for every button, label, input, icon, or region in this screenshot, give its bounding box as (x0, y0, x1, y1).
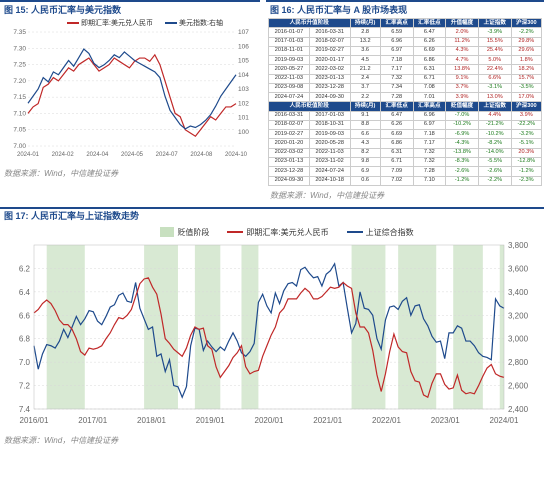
svg-text:7.10: 7.10 (13, 110, 26, 117)
svg-text:7.4: 7.4 (19, 405, 31, 414)
svg-text:104: 104 (238, 72, 249, 79)
legend17-red-swatch (227, 231, 243, 233)
svg-text:7.30: 7.30 (13, 45, 26, 52)
svg-text:2016/01: 2016/01 (20, 416, 49, 425)
panel15-source: 数据来源：Wind，中信建投证券 (0, 166, 260, 185)
panel17-title: 图 17: 人民币汇率与上证指数走势 (0, 207, 544, 223)
legend17-red: 即期汇率:美元兑人民币 (227, 227, 328, 238)
svg-text:106: 106 (238, 43, 249, 50)
svg-text:2024-10: 2024-10 (225, 152, 248, 158)
svg-text:2024-07: 2024-07 (156, 152, 179, 158)
svg-text:2024-08: 2024-08 (190, 152, 213, 158)
svg-text:7.05: 7.05 (13, 127, 26, 134)
svg-text:7.15: 7.15 (13, 94, 26, 101)
panel-fx-vs-ashare: 图 16: 人民币汇率与 A 股市场表现 人民币升值阶段持续(月)汇率高点汇率低… (266, 0, 544, 207)
svg-text:100: 100 (238, 129, 249, 136)
svg-text:2024-04: 2024-04 (86, 152, 109, 158)
svg-text:3,600: 3,600 (508, 264, 529, 273)
svg-text:3,200: 3,200 (508, 311, 529, 320)
legend17-blue: 上证综合指数 (347, 227, 414, 238)
legend17-blue-label: 上证综合指数 (366, 227, 414, 238)
legend17-band-label: 贬值阶段 (177, 227, 209, 238)
svg-text:2024-05: 2024-05 (121, 152, 144, 158)
svg-text:2024/01: 2024/01 (490, 416, 519, 425)
svg-text:2018/01: 2018/01 (137, 416, 166, 425)
svg-text:2024-02: 2024-02 (52, 152, 75, 158)
legend15-red: 即期汇率:美元兑人民币 (67, 18, 153, 28)
chart17: 贬值阶段 即期汇率:美元兑人民币 上证综合指数 6.2 6.4 6.6 6.8 7.0 7… (0, 223, 544, 433)
svg-text:102: 102 (238, 100, 249, 107)
legend15-blue: 美元指数:右轴 (165, 18, 223, 28)
svg-text:3,800: 3,800 (508, 241, 529, 250)
panel16-title-text: 图 16: 人民币汇率与 A 股市场表现 (270, 3, 407, 16)
svg-text:2,800: 2,800 (508, 358, 529, 367)
svg-text:7.35: 7.35 (13, 29, 26, 36)
panel17-title-text: 图 17: 人民币汇率与上证指数走势 (4, 209, 139, 222)
panel-fx-vs-sse: 图 17: 人民币汇率与上证指数走势 贬值阶段 即期汇率:美元兑人民币 上证综合… (0, 207, 544, 452)
svg-text:6.2: 6.2 (19, 264, 31, 273)
table16: 人民币升值阶段持续(月)汇率高点汇率低点升值幅度上证指数沪深3002016-01… (268, 18, 542, 186)
svg-text:7.00: 7.00 (13, 143, 26, 150)
svg-text:3,000: 3,000 (508, 334, 529, 343)
svg-text:3,400: 3,400 (508, 288, 529, 297)
panel15-title: 图 15: 人民币汇率与美元指数 (0, 0, 260, 16)
legend15-red-label: 即期汇率:美元兑人民币 (81, 18, 153, 28)
svg-text:6.4: 6.4 (19, 288, 31, 297)
svg-text:105: 105 (238, 58, 249, 65)
legend15-red-swatch (67, 22, 79, 24)
panel17-source: 数据来源：Wind，中信建投证券 (0, 433, 544, 452)
panel15-title-text: 图 15: 人民币汇率与美元指数 (4, 3, 121, 16)
panel-fx-vs-dxy: 图 15: 人民币汇率与美元指数 即期汇率:美元兑人民币 美元指数:右轴 7.0… (0, 0, 260, 207)
svg-text:107: 107 (238, 29, 249, 36)
svg-text:103: 103 (238, 86, 249, 93)
svg-text:101: 101 (238, 115, 249, 122)
chart15: 即期汇率:美元兑人民币 美元指数:右轴 7.00 7.05 7.10 7.15 7.20… (0, 16, 260, 166)
legend15-blue-label: 美元指数:右轴 (179, 18, 223, 28)
svg-text:7.2: 7.2 (19, 381, 31, 390)
svg-text:7.0: 7.0 (19, 358, 31, 367)
svg-text:2020/01: 2020/01 (255, 416, 284, 425)
svg-text:7.20: 7.20 (13, 78, 26, 85)
svg-text:2024-01: 2024-01 (17, 152, 40, 158)
panel16-title: 图 16: 人民币汇率与 A 股市场表现 (266, 0, 544, 16)
legend17-red-label: 即期汇率:美元兑人民币 (246, 227, 328, 238)
svg-text:2017/01: 2017/01 (78, 416, 107, 425)
svg-text:2023/01: 2023/01 (431, 416, 460, 425)
legend17-blue-swatch (347, 231, 363, 233)
panel16-source: 数据来源：Wind，中信建投证券 (266, 188, 544, 207)
svg-text:2019/01: 2019/01 (196, 416, 225, 425)
svg-text:2021/01: 2021/01 (313, 416, 342, 425)
chart15-legend: 即期汇率:美元兑人民币 美元指数:右轴 (40, 18, 250, 28)
chart15-svg: 7.00 7.05 7.10 7.15 7.20 7.25 7.30 7.35 100 101 10… (0, 16, 260, 166)
chart17-legend: 贬值阶段 即期汇率:美元兑人民币 上证综合指数 (60, 227, 514, 238)
svg-text:2,400: 2,400 (508, 405, 529, 414)
svg-text:7.25: 7.25 (13, 62, 26, 69)
legend15-blue-swatch (165, 22, 177, 24)
svg-text:6.8: 6.8 (19, 334, 31, 343)
svg-text:2,600: 2,600 (508, 381, 529, 390)
table16-box: 人民币升值阶段持续(月)汇率高点汇率低点升值幅度上证指数沪深3002016-01… (266, 16, 544, 188)
svg-text:6.6: 6.6 (19, 311, 31, 320)
chart17-svg: 6.2 6.4 6.6 6.8 7.0 7.2 7.4 2,400 2,600 2,800 3,00… (0, 223, 544, 433)
legend17-band-swatch (160, 227, 174, 237)
legend17-band: 贬值阶段 (160, 227, 209, 238)
svg-text:2022/01: 2022/01 (372, 416, 401, 425)
